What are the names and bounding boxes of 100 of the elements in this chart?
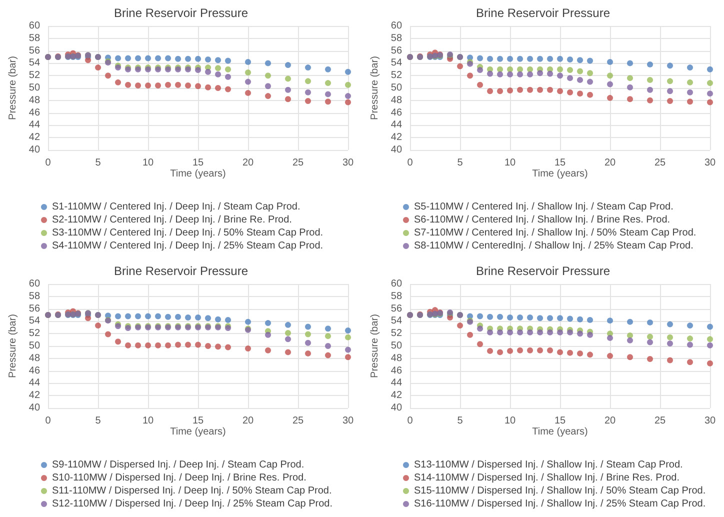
legend-label: S12-110MW / Dispersed Inj. / Deep Inj. / 25% Steam Cap Prod. <box>52 498 332 510</box>
y-tick-label: 58 <box>28 290 40 302</box>
y-tick-label: 58 <box>390 290 402 302</box>
y-tick-label: 40 <box>390 144 402 156</box>
legend-label: S11-110MW / Dispersed Inj. / Deep Inj. / 50% Steam Cap Prod. <box>52 486 332 496</box>
y-tick-label: 54 <box>390 58 402 69</box>
y-tick-label: 50 <box>28 82 40 94</box>
x-tick-label: 30 <box>704 416 716 426</box>
legend-label: S3-110MW / Centered Inj. / Deep Inj. / 50% Steam Cap Prod. <box>52 228 324 238</box>
x-tick-label: 15 <box>554 416 566 426</box>
chart-title: Brine Reservoir Pressure <box>476 264 610 278</box>
x-tick-label: 5 <box>457 416 464 426</box>
y-axis-title: Pressure (bar) <box>370 56 380 120</box>
x-tick-label: 20 <box>242 416 254 426</box>
y-tick-label: 46 <box>28 365 40 376</box>
y-tick-label: 40 <box>28 144 40 156</box>
y-tick-label: 52 <box>28 70 40 82</box>
y-tick-label: 56 <box>28 303 40 314</box>
y-tick-label: 56 <box>28 45 40 56</box>
y-tick-label: 52 <box>390 328 402 340</box>
legend-label: S8-110MW / CenteredInj. / Shallow Inj. / 25% Steam Cap Prod. <box>414 240 694 252</box>
x-tick-label: 0 <box>45 416 52 426</box>
x-tick-label: 10 <box>142 416 154 426</box>
y-tick-label: 40 <box>28 402 40 414</box>
y-tick-label: 50 <box>390 82 402 94</box>
y-tick-label: 42 <box>28 132 40 144</box>
y-tick-label: 48 <box>390 352 402 364</box>
x-tick-label: 5 <box>95 416 102 426</box>
x-tick-label: 10 <box>504 158 516 168</box>
y-tick-label: 44 <box>28 378 40 389</box>
legend-label: S7-110MW / Centered Inj. / Shallow Inj. / 50% Steam Cap Prod. <box>414 228 696 238</box>
y-tick-label: 58 <box>28 32 40 44</box>
legend-label: S2-110MW / Centered Inj. / Deep Inj. / Brine Re. Prod. <box>52 214 292 226</box>
y-tick-label: 50 <box>390 340 402 352</box>
legend-label: S16-110MW / Dispersed Inj. / Shallow Inj. / 25% Steam Cap Prod. <box>414 498 706 510</box>
x-tick-label: 15 <box>192 416 204 426</box>
y-axis-title: Pressure (bar) <box>8 56 18 120</box>
legend-label: S5-110MW / Centered Inj. / Shallow Inj. / Steam Cap Prod. <box>414 202 674 212</box>
y-tick-label: 52 <box>390 70 402 82</box>
legend-label: S14-110MW / Dispersed Inj. / Shallow Inj. / Brine Res. Prod. <box>414 472 680 484</box>
x-axis-title: Time (years) <box>532 426 588 438</box>
x-tick-label: 30 <box>704 158 716 168</box>
y-tick-label: 48 <box>390 94 402 106</box>
x-tick-label: 25 <box>292 416 304 426</box>
legend-label: S10-110MW / Dispersed Inj. / Deep Inj. / Brine Res. Prod. <box>52 472 306 484</box>
y-tick-label: 60 <box>390 20 402 32</box>
chart-title: Brine Reservoir Pressure <box>476 6 610 20</box>
x-tick-label: 20 <box>604 416 616 426</box>
chart-title: Brine Reservoir Pressure <box>114 6 248 20</box>
y-axis-title: Pressure (bar) <box>8 314 18 378</box>
x-tick-label: 5 <box>95 158 102 168</box>
y-tick-label: 54 <box>390 316 402 327</box>
x-axis-title: Time (years) <box>170 426 226 438</box>
y-tick-label: 40 <box>390 402 402 414</box>
y-tick-label: 58 <box>390 32 402 44</box>
x-tick-label: 0 <box>407 416 414 426</box>
legend-label: S15-110MW / Dispersed Inj. / Shallow Inj. / 50% Steam Cap Prod. <box>414 486 706 496</box>
y-tick-label: 52 <box>28 328 40 340</box>
x-axis-title: Time (years) <box>532 168 588 180</box>
x-tick-label: 30 <box>342 158 354 168</box>
y-tick-label: 44 <box>390 378 402 389</box>
legend-label: S4-110MW / Centered Inj. / Deep Inj. / 25% Steam Cap Prod. <box>52 240 324 252</box>
y-tick-label: 44 <box>28 120 40 131</box>
legend-label: S13-110MW / Dispersed Inj. / Shallow Inj. / Steam Cap Prod. <box>414 460 683 470</box>
y-tick-label: 42 <box>28 390 40 402</box>
y-tick-label: 42 <box>390 132 402 144</box>
x-tick-label: 25 <box>654 416 666 426</box>
y-tick-label: 56 <box>390 303 402 314</box>
x-tick-label: 0 <box>45 158 52 168</box>
y-tick-label: 46 <box>28 107 40 118</box>
y-tick-label: 46 <box>390 107 402 118</box>
y-tick-label: 56 <box>390 45 402 56</box>
y-tick-label: 46 <box>390 365 402 376</box>
x-tick-label: 25 <box>654 158 666 168</box>
y-tick-label: 42 <box>390 390 402 402</box>
x-tick-label: 25 <box>292 158 304 168</box>
legend-label: S9-110MW / Dispersed Inj. / Deep Inj. / Steam Cap Prod. <box>52 460 304 470</box>
y-tick-label: 44 <box>390 120 402 131</box>
x-tick-label: 15 <box>192 158 204 168</box>
y-tick-label: 54 <box>28 316 40 327</box>
y-tick-label: 60 <box>28 278 40 290</box>
x-axis-title: Time (years) <box>170 168 226 180</box>
legend-label: S1-110MW / Centered Inj. / Deep Inj. / Steam Cap Prod. <box>52 202 300 212</box>
chart-title: Brine Reservoir Pressure <box>114 264 248 278</box>
legend-label: S6-110MW / Centered Inj. / Shallow Inj. / Brine Res. Prod. <box>414 214 670 226</box>
y-tick-label: 54 <box>28 58 40 69</box>
x-tick-label: 10 <box>142 158 154 168</box>
x-tick-label: 20 <box>242 158 254 168</box>
x-tick-label: 5 <box>457 158 464 168</box>
x-tick-label: 15 <box>554 158 566 168</box>
x-tick-label: 20 <box>604 158 616 168</box>
x-tick-label: 10 <box>504 416 516 426</box>
y-tick-label: 48 <box>28 94 40 106</box>
x-tick-label: 0 <box>407 158 414 168</box>
y-tick-label: 50 <box>28 340 40 352</box>
y-tick-label: 60 <box>390 278 402 290</box>
x-tick-label: 30 <box>342 416 354 426</box>
y-tick-label: 60 <box>28 20 40 32</box>
y-axis-title: Pressure (bar) <box>370 314 380 378</box>
y-tick-label: 48 <box>28 352 40 364</box>
